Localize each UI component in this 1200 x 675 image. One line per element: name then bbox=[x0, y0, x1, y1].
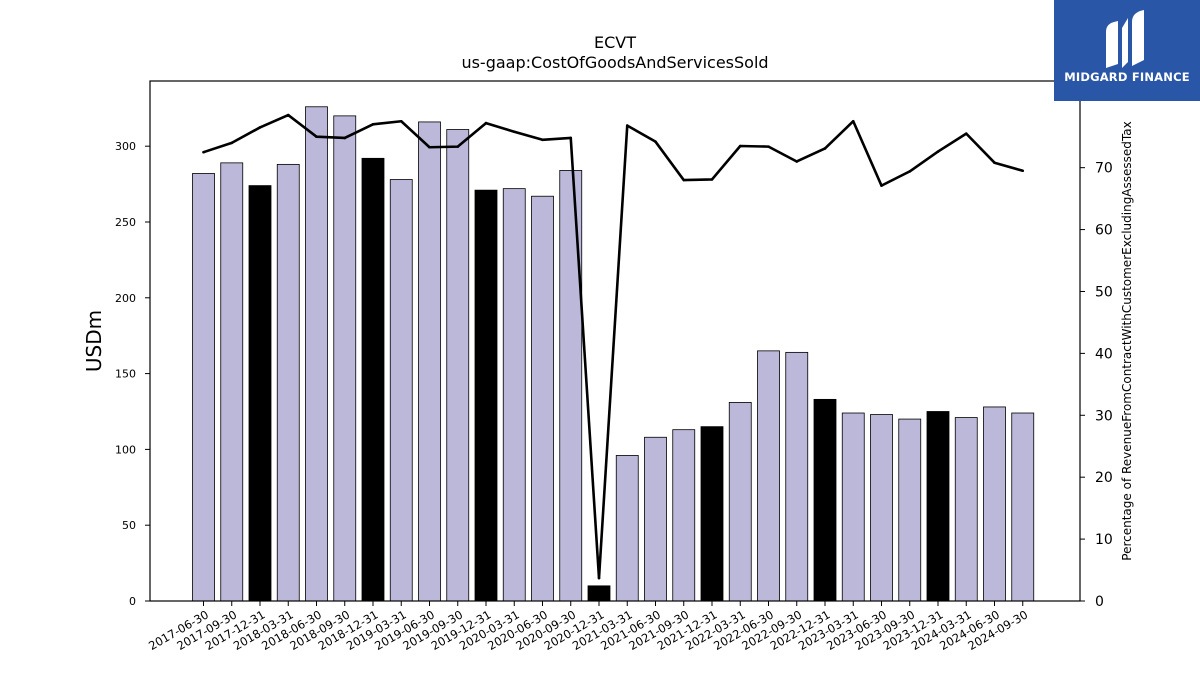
y2-tick-label: 10 bbox=[1095, 532, 1113, 548]
bar-2024-09-30[interactable] bbox=[1011, 412, 1035, 602]
line-point-2023-09-30 bbox=[908, 170, 912, 173]
y2-tick-label: 60 bbox=[1095, 223, 1113, 239]
line-point-2017-12-31 bbox=[258, 126, 262, 129]
line-point-2018-12-31 bbox=[371, 123, 375, 126]
line-point-2019-12-31 bbox=[484, 121, 488, 125]
line-point-2021-03-31 bbox=[625, 124, 629, 127]
line-point-2020-03-31 bbox=[512, 130, 516, 134]
bar-2017-06-30[interactable] bbox=[192, 173, 215, 602]
line-layer bbox=[202, 113, 1025, 580]
y2-tick-label: 40 bbox=[1095, 346, 1113, 362]
bar-2019-03-31[interactable] bbox=[389, 179, 413, 602]
left-axis: 0 50 100 150 200 250 300 bbox=[115, 140, 150, 608]
line-point-2018-06-30 bbox=[315, 135, 318, 139]
bar-2019-12-31[interactable] bbox=[474, 189, 498, 602]
bar-2022-03-31[interactable] bbox=[728, 401, 752, 602]
bar-2022-06-30[interactable] bbox=[757, 350, 780, 602]
line-point-2021-12-31 bbox=[710, 178, 714, 181]
line-point-2024-03-31 bbox=[964, 132, 968, 135]
bar-2024-06-30[interactable] bbox=[983, 406, 1006, 602]
bar-2020-09-30[interactable] bbox=[559, 170, 583, 602]
bar-2017-12-31[interactable] bbox=[248, 185, 272, 602]
y2-tick-label: 70 bbox=[1095, 161, 1113, 177]
bar-2019-06-30[interactable] bbox=[418, 121, 441, 602]
bar-2022-09-30[interactable] bbox=[785, 351, 809, 602]
line-point-2022-06-30 bbox=[767, 145, 770, 148]
line-point-2021-06-30 bbox=[654, 140, 657, 143]
x-axis: 2017-06-302017-09-302017-12-312018-03-31… bbox=[146, 601, 1030, 653]
line-point-2018-09-30 bbox=[343, 136, 347, 140]
line-point-2023-12-31 bbox=[936, 150, 940, 153]
line-point-2021-09-30 bbox=[682, 178, 686, 182]
bar-2021-03-31[interactable] bbox=[615, 455, 639, 602]
brand-name: MIDGARD FINANCE bbox=[1064, 70, 1190, 84]
line-point-2020-12-31 bbox=[597, 576, 601, 580]
line-point-2017-09-30 bbox=[230, 141, 234, 145]
line-point-2023-03-31 bbox=[851, 119, 855, 123]
bar-2022-12-31[interactable] bbox=[813, 398, 837, 602]
line-point-2020-09-30 bbox=[569, 136, 573, 140]
line-point-2020-06-30 bbox=[541, 138, 544, 142]
plot-frame bbox=[149, 80, 1081, 602]
y-tick-label: 0 bbox=[129, 595, 136, 608]
line-point-2019-09-30 bbox=[456, 145, 460, 148]
y-tick-label: 300 bbox=[115, 140, 136, 153]
bar-2023-12-31[interactable] bbox=[926, 411, 950, 602]
y-axis-label: USDm bbox=[82, 310, 106, 372]
bar-2020-06-30[interactable] bbox=[531, 195, 554, 602]
bar-2019-09-30[interactable] bbox=[446, 129, 470, 602]
bar-2017-09-30[interactable] bbox=[220, 162, 244, 602]
bar-2021-06-30[interactable] bbox=[644, 436, 667, 602]
chart-subtitle: us-gaap:CostOfGoodsAndServicesSold bbox=[461, 53, 768, 72]
line-point-2024-06-30 bbox=[993, 161, 996, 165]
line-point-2022-12-31 bbox=[823, 147, 827, 150]
y2-tick-label: 30 bbox=[1095, 408, 1113, 424]
brand-logo: MIDGARD FINANCE bbox=[1054, 0, 1200, 101]
midgard-logo-icon bbox=[1106, 10, 1144, 68]
bar-2020-12-31[interactable] bbox=[587, 585, 611, 602]
bar-2021-09-30[interactable] bbox=[672, 429, 696, 602]
bar-2023-09-30[interactable] bbox=[898, 418, 922, 602]
y2-tick-label: 20 bbox=[1095, 470, 1113, 486]
y-tick-label: 250 bbox=[115, 216, 136, 229]
y-tick-label: 150 bbox=[115, 368, 136, 381]
line-point-2018-03-31 bbox=[286, 113, 290, 117]
y2-tick-label: 0 bbox=[1095, 594, 1104, 610]
line-point-2022-03-31 bbox=[738, 144, 742, 148]
bar-2023-03-31[interactable] bbox=[841, 412, 865, 602]
bar-2023-06-30[interactable] bbox=[870, 414, 893, 602]
line-point-2019-06-30 bbox=[428, 145, 431, 149]
line-point-2023-06-30 bbox=[880, 184, 883, 187]
bar-2018-09-30[interactable] bbox=[333, 115, 357, 602]
y-tick-label: 100 bbox=[115, 443, 136, 456]
bar-2018-12-31[interactable] bbox=[361, 157, 385, 602]
y-tick-label: 200 bbox=[115, 292, 136, 305]
y-tick-label: 50 bbox=[122, 519, 136, 532]
line-point-2022-09-30 bbox=[795, 160, 799, 163]
percentage-line bbox=[203, 113, 1024, 580]
line-point-2024-09-30 bbox=[1021, 169, 1025, 173]
line-point-2019-03-31 bbox=[399, 119, 403, 123]
bar-2020-03-31[interactable] bbox=[502, 188, 526, 602]
right-axis: 0 10 20 30 40 50 60 70 bbox=[1080, 161, 1113, 610]
line-point-2017-06-30 bbox=[202, 150, 205, 154]
bar-2024-03-31[interactable] bbox=[954, 417, 978, 602]
bar-2018-06-30[interactable] bbox=[305, 106, 328, 602]
bars-layer bbox=[192, 106, 1035, 602]
y2-axis-label: Percentage of RevenueFromContractWithCus… bbox=[1120, 121, 1134, 560]
bar-2018-03-31[interactable] bbox=[276, 163, 300, 602]
bar-2021-12-31[interactable] bbox=[700, 426, 724, 602]
y2-tick-label: 50 bbox=[1095, 284, 1113, 300]
chart-title: ECVT bbox=[594, 33, 636, 52]
